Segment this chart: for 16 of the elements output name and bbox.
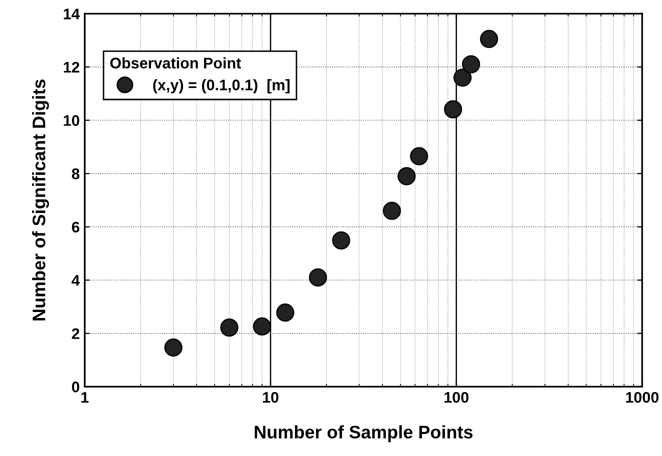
y-tick-label: 2 xyxy=(72,328,80,339)
x-tick-label: 1 xyxy=(81,392,89,403)
y-tick-label: 14 xyxy=(64,8,80,20)
legend-label: (x,y) = (0.1,0.1) [m] xyxy=(153,79,290,94)
legend-title: Observation Point xyxy=(110,57,242,68)
y-tick-label: 10 xyxy=(64,115,80,126)
x-tick-label: 10 xyxy=(263,392,278,403)
x-axis-title: Number of Sample Points xyxy=(254,425,473,442)
y-tick-label: 8 xyxy=(72,168,80,180)
x-tick-label: 1000 xyxy=(626,392,659,403)
y-tick-label: 0 xyxy=(72,382,80,392)
x-tick-label: 100 xyxy=(444,392,468,403)
y-tick-label: 12 xyxy=(64,62,80,73)
y-axis-title: Number of Significant Digits xyxy=(32,80,49,320)
y-tick-label: 4 xyxy=(72,275,80,286)
y-tick-label: 6 xyxy=(72,222,80,233)
